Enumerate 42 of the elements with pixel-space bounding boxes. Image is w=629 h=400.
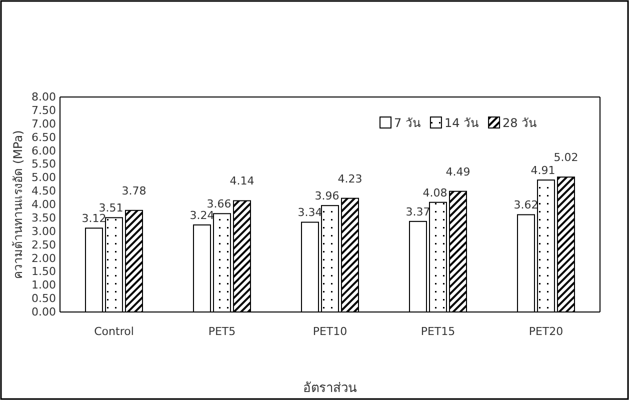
y-tick-label: 5.00: [32, 171, 56, 184]
data-label: 4.91: [530, 164, 556, 178]
data-label: 3.96: [314, 190, 340, 203]
y-tick-label: 4.50: [32, 184, 56, 198]
legend-label: 28 วัน: [502, 116, 537, 130]
x-tick-label: PET15: [420, 324, 456, 338]
data-label: 4.23: [338, 172, 362, 186]
data-label: 3.78: [122, 184, 146, 198]
y-axis-title: ความต้านทานแรงอัด (MPa): [11, 130, 25, 279]
y-tick-label: 7.00: [32, 117, 56, 130]
data-label: 3.66: [206, 198, 232, 211]
y-tick-label: 2.00: [32, 252, 56, 265]
data-label: 3.24: [190, 208, 214, 222]
y-tick-label: 4.00: [32, 198, 56, 212]
data-label: 5.02: [554, 151, 578, 164]
data-label: 4.08: [422, 186, 448, 200]
data-label: 3.12: [82, 212, 106, 226]
x-tick-label: Control: [94, 324, 134, 338]
x-tick-label: PET5: [208, 324, 236, 338]
data-label: 4.14: [230, 174, 254, 188]
y-tick-label: 8.00: [32, 90, 56, 104]
legend-label: 7 วัน: [394, 116, 420, 130]
y-tick-label: 5.50: [32, 158, 56, 171]
y-tick-label: 3.50: [32, 211, 56, 224]
legend-label: 14 วัน: [444, 116, 479, 130]
y-tick-label: 0.50: [32, 292, 56, 306]
data-label: 3.62: [514, 198, 538, 212]
y-tick-label: 1.00: [32, 278, 56, 292]
y-tick-label: 6.50: [32, 130, 56, 144]
y-tick-label: 0.00: [32, 306, 56, 319]
data-label: 3.51: [98, 202, 124, 215]
x-axis-title: อัตราส่วน: [303, 381, 357, 396]
data-label: 3.34: [298, 206, 322, 220]
y-tick-label: 2.50: [32, 238, 56, 252]
y-tick-label: 6.00: [32, 144, 56, 158]
data-label: 3.37: [406, 205, 430, 218]
y-tick-label: 7.50: [32, 104, 56, 117]
y-tick-label: 1.50: [32, 265, 56, 278]
data-label: 4.49: [446, 165, 470, 178]
y-tick-label: 3.00: [32, 224, 56, 238]
x-tick-label: PET10: [312, 324, 348, 338]
x-tick-label: PET20: [528, 324, 564, 338]
